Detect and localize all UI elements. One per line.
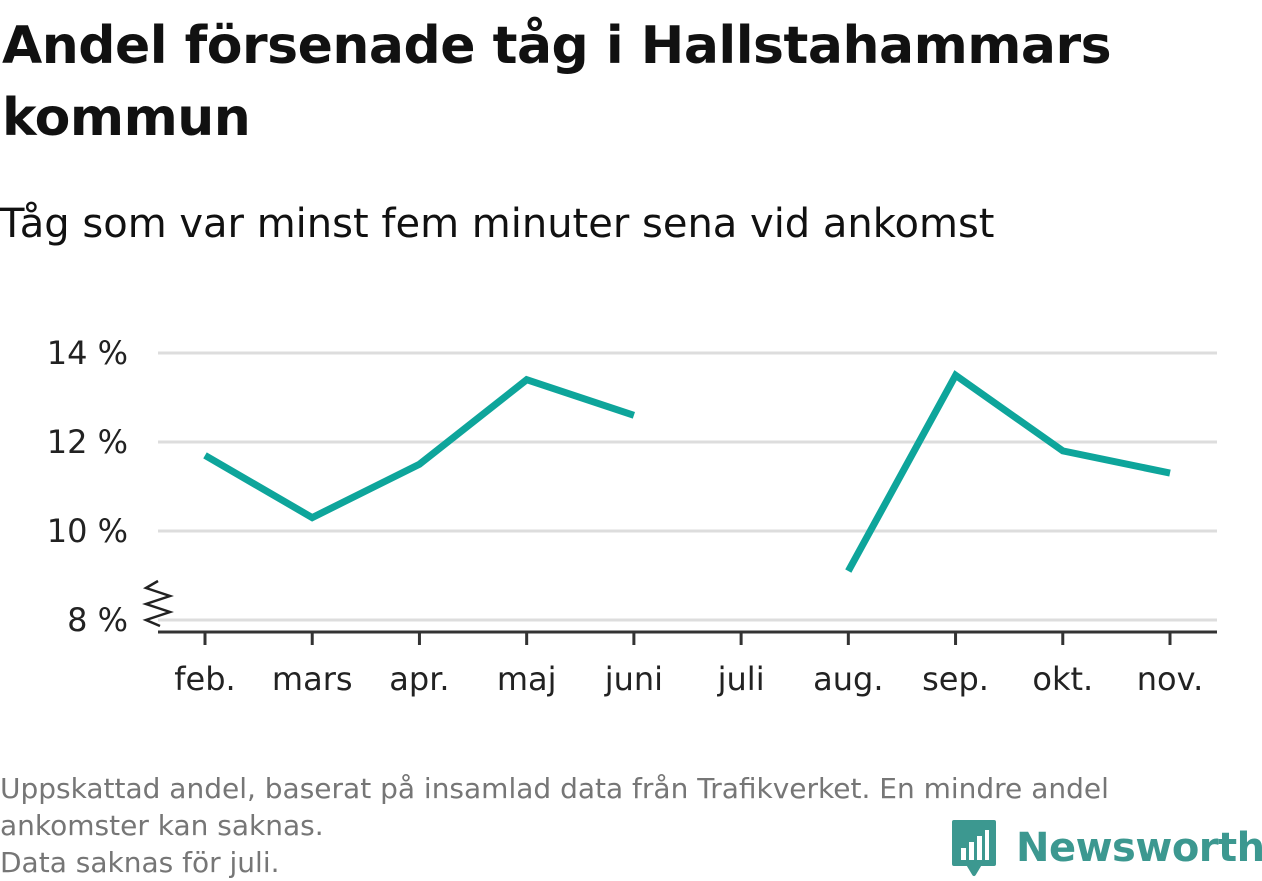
x-tick-label: apr. (389, 660, 449, 698)
footnote-line-1: Uppskattad andel, baserat på insamlad da… (0, 772, 1109, 805)
chart-subtitle: Tåg som var minst fem minuter sena vid a… (0, 201, 995, 247)
footnote-line-3: Data saknas för juli. (0, 846, 280, 879)
logo-text: Newsworthy (1016, 825, 1262, 871)
y-tick-label: 8 % (67, 601, 128, 639)
x-tick-label: mars (272, 660, 353, 698)
x-axis: feb. mars apr. maj juni juli aug. sep. okt. nov. (158, 630, 1217, 698)
series-line-segment (845, 370, 1171, 573)
y-axis: 8 % 10 % 12 % 14 % (47, 334, 174, 639)
gridlines (158, 351, 1217, 622)
series-line-segment (203, 375, 636, 522)
footnote: Uppskattad andel, baserat på insamlad da… (0, 770, 1250, 881)
x-tick-label: feb. (174, 660, 235, 698)
y-tick-label: 12 % (47, 423, 128, 461)
x-tick-label: nov. (1137, 660, 1203, 698)
x-tick-label: aug. (813, 660, 883, 698)
x-tick-label: juli (717, 660, 765, 698)
axis-break-icon (142, 579, 174, 628)
newsworthy-logo-icon (950, 818, 998, 878)
x-tick-label: okt. (1032, 660, 1093, 698)
x-tick-label: sep. (922, 660, 989, 698)
y-tick-label: 10 % (47, 512, 128, 550)
x-tick-label: maj (497, 660, 557, 698)
series-lines (203, 370, 1171, 573)
newsworthy-logo: Newsworthy (950, 818, 1262, 878)
footnote-line-2: ankomster kan saknas. (0, 809, 324, 842)
chart-title: Andel försenade tåg i Hallstahammars kom… (2, 16, 1112, 148)
x-tick-label: juni (604, 660, 663, 698)
y-tick-label: 14 % (47, 334, 128, 372)
